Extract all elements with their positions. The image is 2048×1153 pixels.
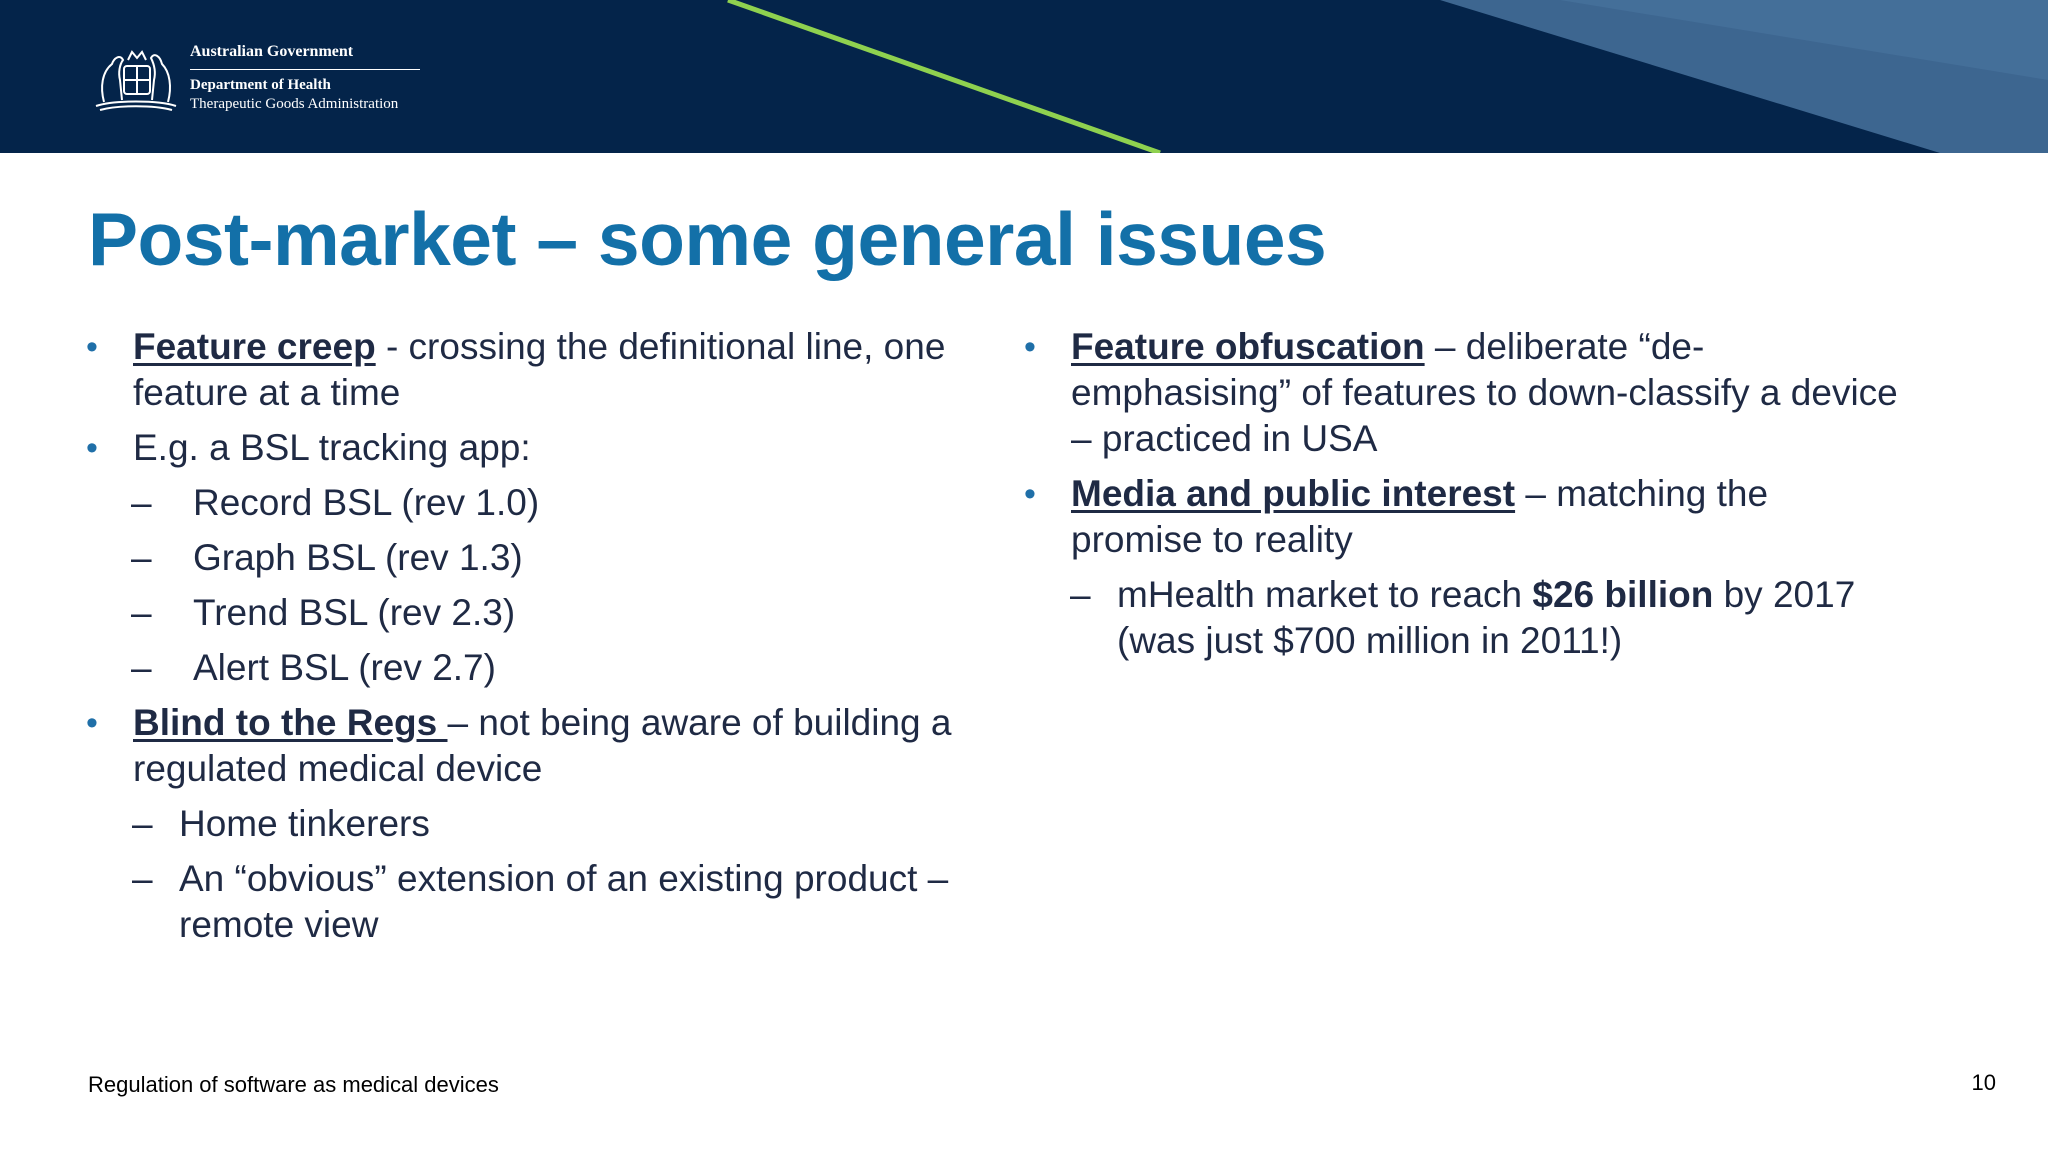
bullet-keyword: Media and public interest: [1071, 473, 1516, 514]
footer-caption: Regulation of software as medical device…: [88, 1072, 499, 1097]
dash-mark: –: [1070, 574, 1091, 615]
sub-bullet-text-end: by 2017 (was just $700 million in 2011!): [1117, 574, 1856, 661]
bullet-keyword: Feature creep: [133, 326, 376, 367]
bullet-mark: •: [1024, 328, 1036, 366]
dash-mark: –: [132, 803, 153, 844]
department-name: Department of Health: [190, 76, 331, 93]
sub-bullet-text: Alert BSL (rev 2.7): [193, 647, 496, 688]
dash-mark: –: [131, 482, 152, 523]
bullet-text: E.g. a BSL tracking app:: [133, 427, 531, 468]
bullet-mark: •: [86, 429, 98, 467]
sub-bullet-alert-bsl: – Alert BSL (rev 2.7): [86, 645, 986, 691]
bullet-mark: •: [86, 328, 98, 366]
bullet-feature-obfuscation: • Feature obfuscation – deliberate “de-e…: [1024, 324, 1904, 462]
sub-bullet-text-start: mHealth market to reach: [1117, 574, 1533, 615]
left-column: • Feature creep - crossing the definitio…: [86, 324, 986, 957]
sub-bullet-text: Trend BSL (rev 2.3): [193, 592, 516, 633]
agency-name: Therapeutic Goods Administration: [190, 95, 399, 112]
page-number: 10: [1971, 1070, 1996, 1095]
government-name: Australian Government: [190, 43, 420, 70]
sub-bullet-home-tinkerers: – Home tinkerers: [86, 801, 986, 847]
bullet-text: – matching the promise to reality: [1071, 473, 1769, 560]
header-graphic: [0, 0, 2048, 153]
sub-bullet-text: Home tinkerers: [179, 803, 430, 844]
bullet-blind-to-regs: • Blind to the Regs – not being aware of…: [86, 700, 986, 792]
dash-mark: –: [131, 537, 152, 578]
market-value-highlight: $26 billion: [1532, 574, 1714, 615]
sub-bullet-mhealth-market: – mHealth market to reach $26 billion by…: [1024, 572, 1904, 664]
sub-bullet-obvious-extension: – An “obvious” extension of an existing …: [86, 856, 986, 948]
bullet-text: - crossing the definitional line, one fe…: [133, 326, 946, 413]
bullet-bsl-example: • E.g. a BSL tracking app:: [86, 425, 986, 471]
bullet-text: – deliberate “de-emphasising” of feature…: [1071, 326, 1898, 459]
slide-header: Australian Government Department of Heal…: [0, 0, 2048, 153]
dash-mark: –: [131, 592, 152, 633]
dash-mark: –: [131, 647, 152, 688]
right-column: • Feature obfuscation – deliberate “de-e…: [1024, 324, 1904, 673]
bullet-keyword: Blind to the Regs: [133, 702, 448, 743]
sub-bullet-text: Graph BSL (rev 1.3): [193, 537, 523, 578]
bullet-text: – not being aware of building a regulate…: [133, 702, 952, 789]
bullet-mark: •: [86, 704, 98, 742]
sub-bullet-record-bsl: – Record BSL (rev 1.0): [86, 480, 986, 526]
sub-bullet-trend-bsl: – Trend BSL (rev 2.3): [86, 590, 986, 636]
government-logo: Australian Government Department of Heal…: [90, 30, 420, 126]
bullet-keyword: Feature obfuscation: [1071, 326, 1425, 367]
bullet-feature-creep: • Feature creep - crossing the definitio…: [86, 324, 986, 416]
sub-bullet-graph-bsl: – Graph BSL (rev 1.3): [86, 535, 986, 581]
coat-of-arms-icon: [95, 50, 177, 111]
bullet-mark: •: [1024, 475, 1036, 513]
bullet-media-public-interest: • Media and public interest – matching t…: [1024, 471, 1904, 563]
sub-bullet-text: An “obvious” extension of an existing pr…: [179, 858, 949, 945]
slide-title: Post-market – some general issues: [88, 197, 1327, 281]
dash-mark: –: [132, 858, 153, 899]
sub-bullet-text: Record BSL (rev 1.0): [193, 482, 540, 523]
